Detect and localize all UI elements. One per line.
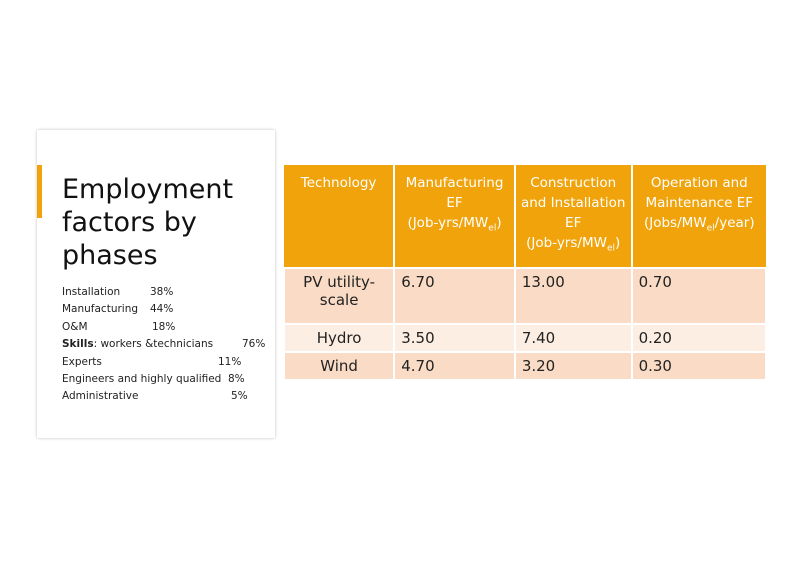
header-main: Technology xyxy=(300,175,377,191)
table-row: Hydro 3.50 7.40 0.20 xyxy=(282,322,768,353)
line-value: 18% xyxy=(152,320,176,333)
table-cell: 3.50 xyxy=(393,322,516,353)
table-cell: 0.70 xyxy=(630,266,768,325)
header-cell: Technology xyxy=(284,165,395,268)
line-label: O&M xyxy=(62,320,88,333)
table-body: PV utility-scale 6.70 13.00 0.70 Hydro 3.50 7.… xyxy=(282,266,768,381)
table-cell: Hydro xyxy=(282,322,396,353)
header-main: Manufacturing EF xyxy=(405,175,504,211)
text-card xyxy=(37,130,275,438)
table-row: Wind 4.70 3.20 0.30 xyxy=(282,350,768,381)
line-value: 44% xyxy=(150,303,174,316)
line-label: Experts xyxy=(62,355,102,368)
header-unit: (Jobs/MW xyxy=(643,215,707,231)
card-line: Manufacturing 44% xyxy=(62,303,173,316)
header-unit: (Job-yrs/MW xyxy=(407,215,489,231)
line-label: Manufacturing xyxy=(62,303,139,316)
table-cell: PV utility-scale xyxy=(282,266,396,325)
card-line: Skills: workers &technicians 76% xyxy=(62,338,265,351)
header-unit-tail: /year) xyxy=(714,215,755,231)
line-value: 5% xyxy=(231,390,248,403)
table-cell: 0.20 xyxy=(630,322,768,353)
line-label: : workers &technicians xyxy=(93,338,214,351)
card-line: Experts 11% xyxy=(62,355,241,368)
header-main: Operation and Maintenance EF xyxy=(645,175,754,211)
table-cell: 13.00 xyxy=(513,266,633,325)
table-cell: 7.40 xyxy=(513,322,633,353)
line-label: Administrative xyxy=(62,390,139,403)
line-label: Installation xyxy=(62,286,121,298)
header-unit-tail: ) xyxy=(615,235,621,251)
line-label-bold: Skills xyxy=(62,338,94,351)
table-cell: 6.70 xyxy=(393,266,516,325)
table-cell: 4.70 xyxy=(393,350,516,381)
card-title: Employment factors by phases xyxy=(62,174,234,271)
card-line: O&M 18% xyxy=(62,320,175,333)
header-cell: Operation and Maintenance EF (Jobs/MWel/y… xyxy=(630,165,766,268)
card-line: Administrative 5% xyxy=(62,390,248,403)
line-value: 76% xyxy=(242,338,266,351)
header-cell: Construction and Installation EF (Job-yrs… xyxy=(513,165,632,268)
header-sub: el xyxy=(706,223,715,234)
data-table: Technology Manufacturing EF (Job-yrs/MWel)… xyxy=(282,165,768,381)
line-value: 38% xyxy=(150,286,174,298)
accent-bar xyxy=(37,165,42,218)
line-value: 8% xyxy=(228,373,245,385)
header-sub: el xyxy=(606,243,615,254)
header-unit: (Job-yrs/MW xyxy=(526,235,607,251)
table-cell: 3.20 xyxy=(513,350,633,381)
card-line: Installation 38% xyxy=(62,286,173,298)
table-cell: 0.30 xyxy=(630,350,768,381)
table-row: PV utility-scale 6.70 13.00 0.70 xyxy=(282,266,768,325)
card-line: Engineers and highly qualified 8% xyxy=(62,373,245,385)
table-cell: Wind xyxy=(282,350,396,381)
header-row: Technology Manufacturing EF (Job-yrs/MWel)… xyxy=(284,165,766,268)
header-unit-tail: ) xyxy=(496,215,502,231)
header-sub: el xyxy=(488,223,497,234)
header-cell: Manufacturing EF (Job-yrs/MWel) xyxy=(393,165,515,268)
line-label: Engineers and highly qualified xyxy=(62,373,222,385)
line-value: 11% xyxy=(218,355,242,368)
header-main: Construction and Installation EF xyxy=(520,175,626,231)
